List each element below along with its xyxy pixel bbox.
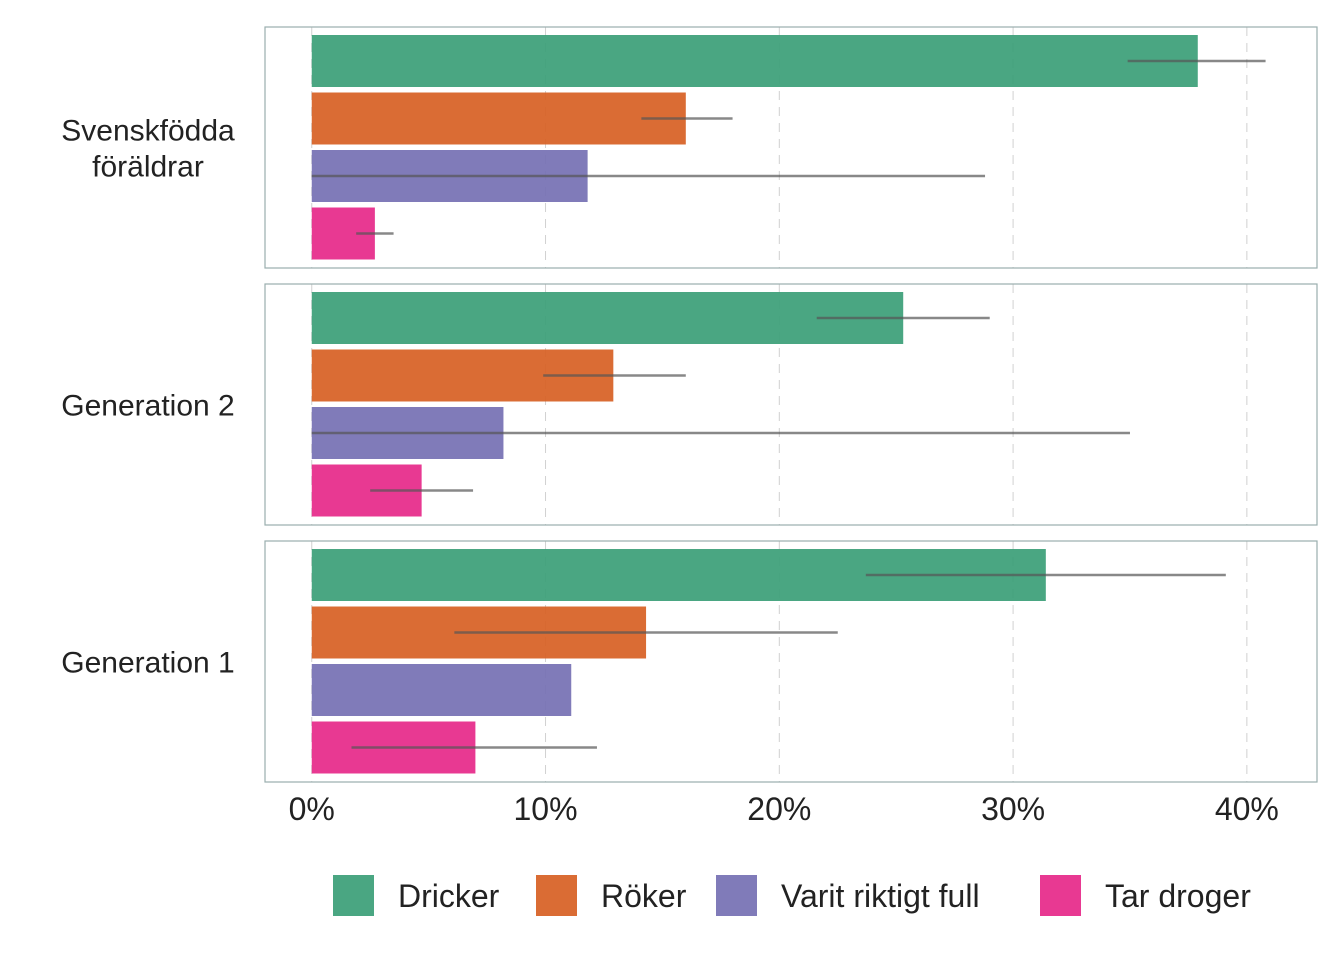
bar-dricker [311, 35, 1198, 87]
legend-swatch [1040, 875, 1081, 916]
legend-item-röker: Röker [536, 875, 687, 916]
x-tick-label: 10% [514, 791, 578, 827]
x-tick-label: 30% [981, 791, 1045, 827]
legend-label: Dricker [398, 878, 500, 914]
facet-panel-1: Svenskfödda föräldrar [61, 26, 1318, 269]
facet-frame [264, 283, 1318, 526]
facet-label: Generation 2 [61, 390, 234, 423]
facet-panel-2: Generation 2 [61, 283, 1318, 526]
facet-label-line: Svenskfödda [61, 115, 235, 148]
facet-frame [264, 26, 1318, 269]
facet-label-line: föräldrar [92, 151, 204, 184]
facet-frame [264, 540, 1318, 783]
bar-röker [311, 92, 686, 145]
legend-item-varit-riktigt-full: Varit riktigt full [716, 875, 980, 916]
legend-swatch [333, 875, 374, 916]
x-tick-label: 0% [289, 791, 335, 827]
facet-label: Generation 1 [61, 647, 234, 680]
facet-label: Svenskfödda föräldrar [61, 115, 235, 184]
x-tick-label: 20% [747, 791, 811, 827]
bar-varit-riktigt-full [311, 664, 572, 716]
legend-label: Röker [601, 878, 687, 914]
legend-label: Varit riktigt full [781, 878, 980, 914]
legend-label: Tar droger [1105, 878, 1251, 914]
legend-item-tar-droger: Tar droger [1040, 875, 1251, 916]
bar-dricker [311, 292, 904, 344]
facet-label-line: Generation 1 [61, 647, 234, 680]
legend-swatch [716, 875, 757, 916]
facet-panel-3: Generation 1 [61, 540, 1318, 783]
x-tick-label: 40% [1215, 791, 1279, 827]
legend-swatch [536, 875, 577, 916]
legend-item-dricker: Dricker [333, 875, 500, 916]
facet-label-line: Generation 2 [61, 390, 234, 423]
